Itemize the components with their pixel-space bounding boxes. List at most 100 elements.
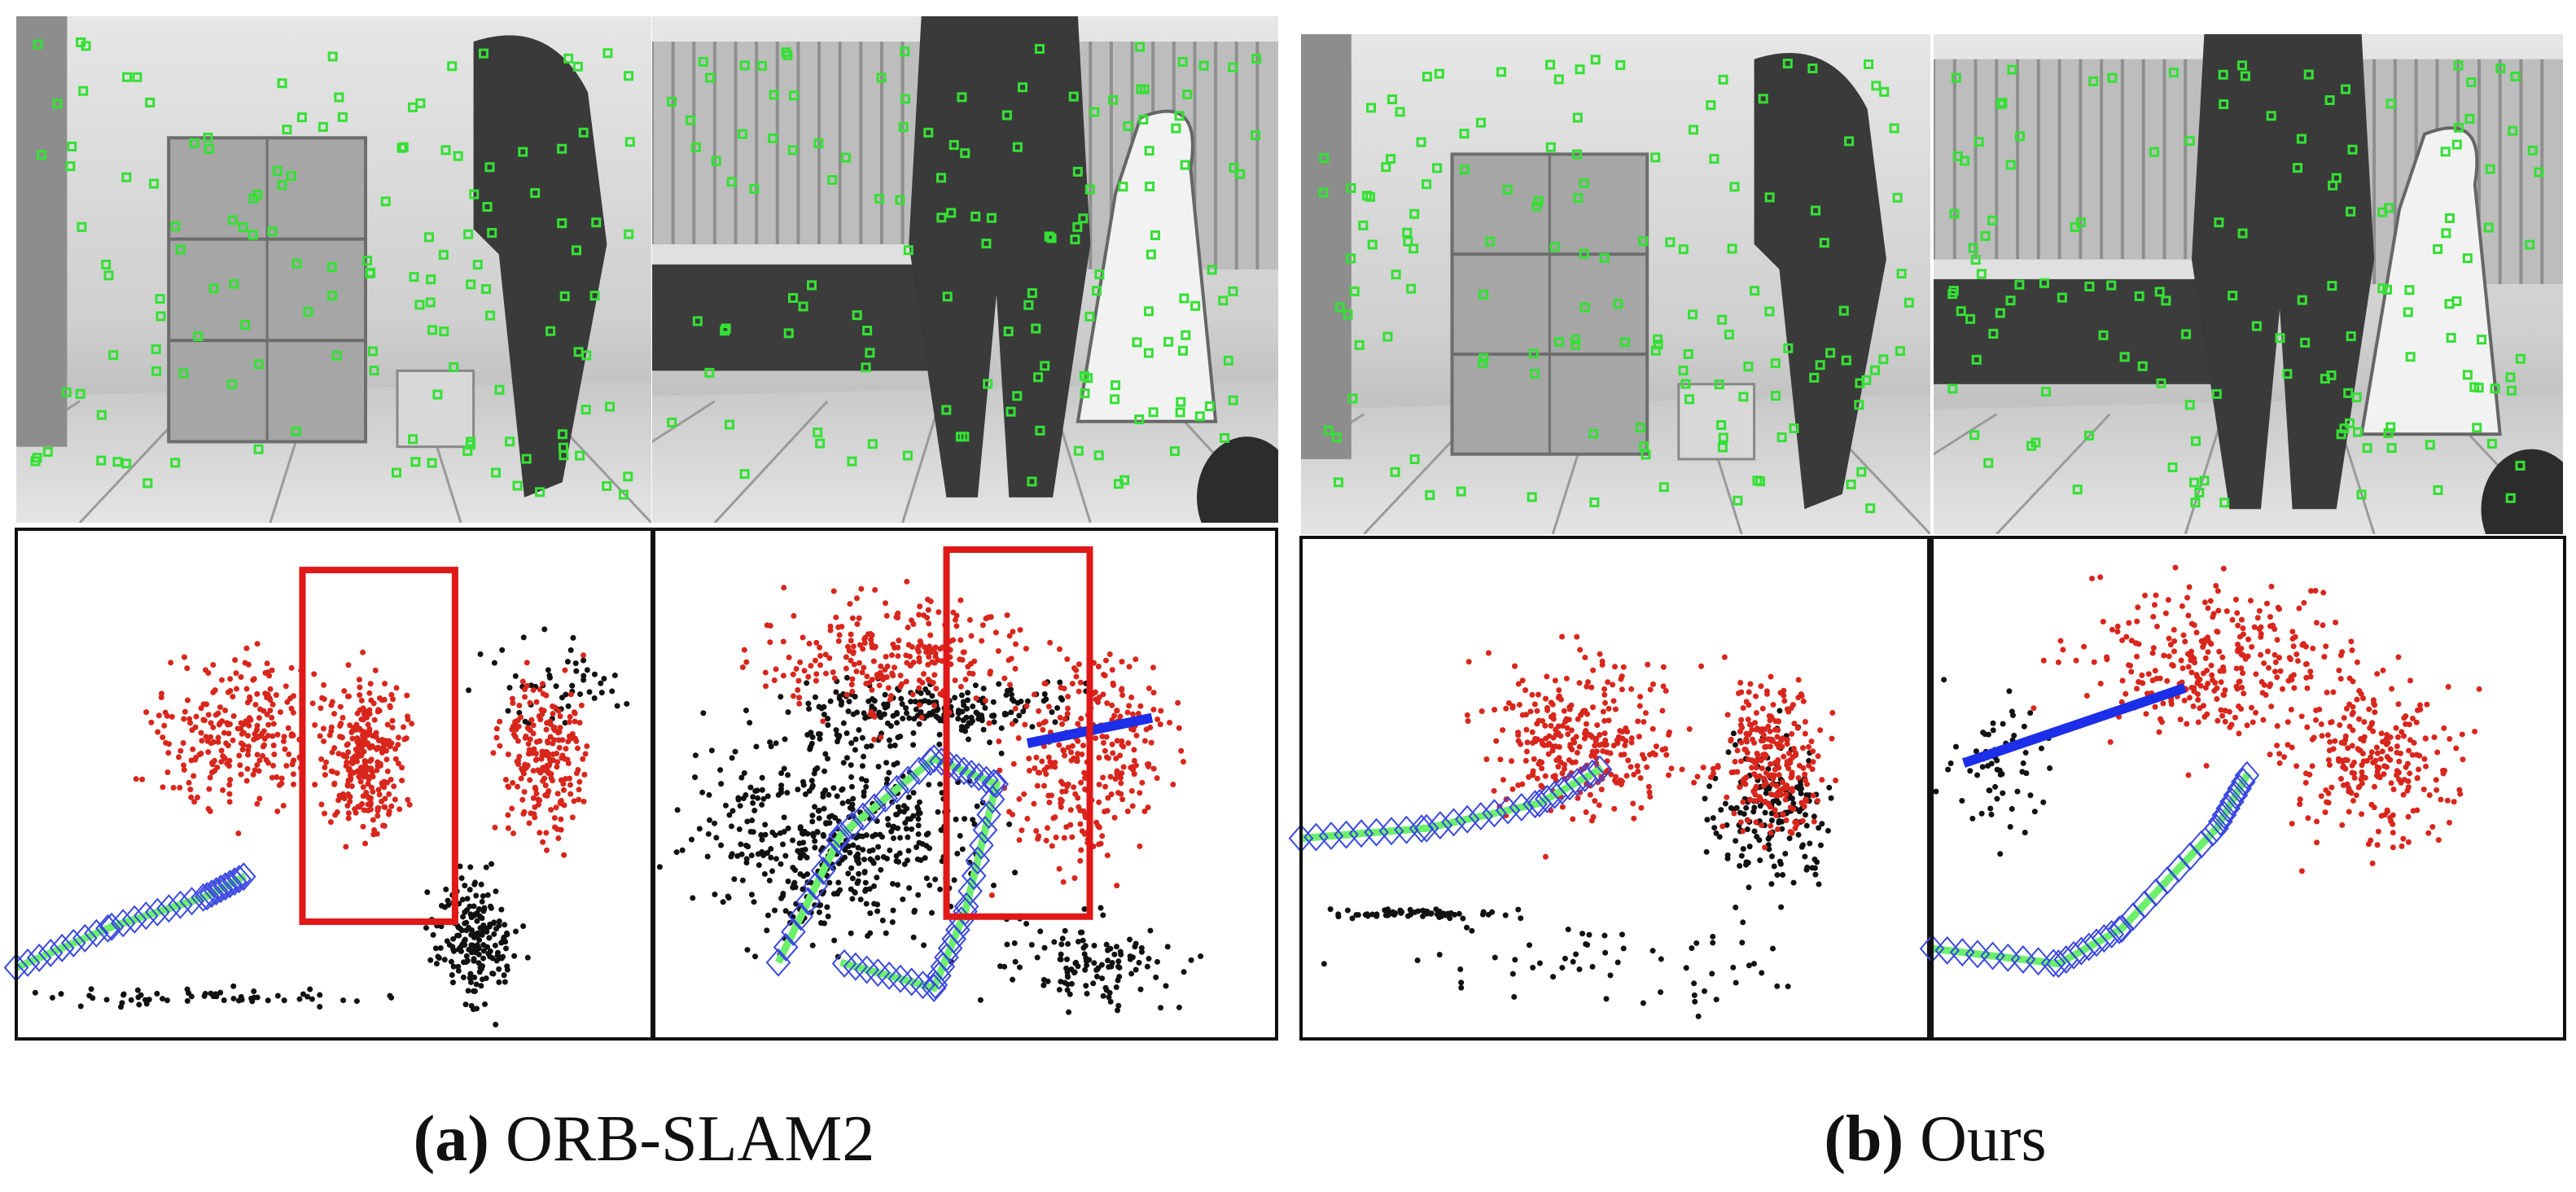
map-point: [569, 682, 576, 689]
map-point: [265, 760, 272, 766]
map-point: [2440, 767, 2447, 773]
map-point: [1563, 675, 1570, 681]
map-point: [2367, 725, 2373, 731]
map-point: [2435, 837, 2442, 844]
map-point: [2323, 787, 2329, 793]
feature-point: [902, 450, 913, 461]
map-point: [801, 828, 808, 835]
feature-point: [2345, 418, 2355, 428]
map-point: [2083, 692, 2090, 699]
map-point: [2097, 681, 2104, 687]
map-point: [2389, 686, 2395, 692]
map-point: [2114, 623, 2121, 629]
map-point: [1666, 729, 1672, 735]
map-point: [1737, 680, 1744, 686]
map-point: [543, 726, 550, 733]
map-point: [863, 778, 870, 784]
map-point: [1574, 749, 1580, 756]
feature-point: [900, 94, 910, 104]
map-point: [1110, 750, 1116, 756]
map-point: [1800, 698, 1807, 704]
map-point: [203, 667, 209, 673]
map-point: [1724, 712, 1731, 718]
feature-point: [2505, 493, 2516, 503]
map-point: [2423, 763, 2429, 769]
map-point: [354, 768, 361, 774]
map-point: [2178, 657, 2184, 664]
map-point: [850, 643, 856, 650]
map-point: [2267, 614, 2273, 620]
map-point: [811, 770, 817, 777]
map-point: [1034, 782, 1040, 789]
feature-point: [449, 362, 459, 372]
map-point: [830, 891, 837, 897]
map-point: [2414, 807, 2420, 813]
feature-point: [423, 232, 434, 243]
map-point: [537, 686, 543, 693]
map-point: [1448, 909, 1454, 916]
map-point: [982, 704, 988, 711]
map-point: [927, 882, 933, 888]
map-point: [778, 861, 784, 867]
map-point: [1743, 774, 1750, 781]
map-point: [1064, 987, 1071, 993]
map-point: [205, 805, 212, 812]
map-point: [366, 766, 373, 773]
map-point: [193, 754, 199, 760]
map-point: [2286, 655, 2293, 661]
map-point: [160, 734, 166, 741]
feature-point: [2119, 352, 2130, 362]
map-point: [2241, 690, 2247, 697]
feature-point: [1980, 230, 1991, 241]
feature-point: [282, 125, 292, 135]
feature-point: [865, 348, 875, 358]
map-point: [307, 986, 313, 993]
feature-point: [1479, 353, 1489, 363]
map-point: [565, 703, 572, 709]
map-point: [905, 794, 912, 800]
map-point: [462, 883, 468, 889]
map-point: [903, 705, 909, 712]
map-point: [2420, 787, 2427, 793]
feature-point: [327, 291, 338, 301]
feature-point: [2297, 295, 2307, 305]
map-point: [1119, 686, 1125, 692]
map-point: [848, 930, 854, 936]
map-point: [743, 856, 750, 862]
map-point: [1093, 696, 1099, 703]
feature-point: [1409, 208, 1420, 219]
map-point: [584, 667, 590, 673]
map-point: [544, 720, 550, 726]
map-point: [2022, 830, 2028, 836]
map-point: [2259, 690, 2266, 696]
map-point: [785, 878, 791, 884]
map-point: [290, 771, 296, 778]
map-point: [2171, 627, 2177, 633]
map-point: [1365, 913, 1371, 919]
map-point: [1659, 708, 1666, 714]
feature-point: [326, 262, 337, 273]
map-point: [353, 998, 360, 1005]
map-point: [2267, 752, 2273, 758]
map-point: [1753, 765, 1759, 771]
map-point: [200, 701, 207, 708]
map-point: [2321, 654, 2328, 660]
map-point: [572, 718, 578, 725]
map-point: [1740, 705, 1746, 712]
map-point: [1012, 705, 1019, 712]
map-point: [286, 751, 292, 757]
feature-point: [1856, 467, 1867, 477]
map-point: [1780, 871, 1786, 878]
map-point: [1733, 838, 1739, 844]
map-point: [356, 773, 362, 780]
map-point: [490, 971, 497, 977]
feature-point: [277, 78, 287, 89]
map-point: [2320, 622, 2326, 629]
map-point: [1737, 722, 1744, 729]
map-point: [1181, 969, 1187, 975]
map-point: [1032, 765, 1038, 771]
feature-point: [1113, 479, 1124, 489]
map-point: [537, 717, 544, 723]
map-point: [1108, 791, 1115, 797]
map-point: [809, 942, 816, 949]
